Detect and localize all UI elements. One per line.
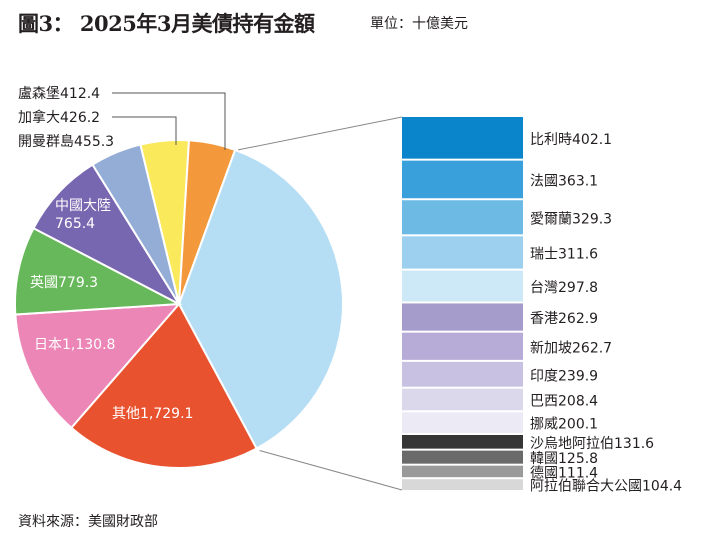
pie-slice-1: [14, 302, 182, 430]
breakdown-bar-8: [402, 388, 523, 411]
breakdown-label-6: 新加坡262.7: [530, 340, 612, 356]
breakdown-label-13: 阿拉伯聯合大公國104.4: [530, 479, 682, 495]
breakdown-label-11: 韓國125.8: [530, 451, 598, 467]
leader-line-canada: [112, 116, 177, 145]
pie-label-3: 中國大陸: [55, 198, 111, 214]
pie-slice-3: [32, 163, 182, 307]
breakdown-bar-7: [402, 361, 523, 387]
breakdown-label-4: 台灣297.8: [530, 280, 598, 296]
breakdown-bar-11: [402, 450, 523, 464]
breakdown-bar-9: [402, 412, 523, 433]
page-title: 圖3： 2025年3月美債持有金額: [18, 11, 315, 36]
breakdown-label-5: 香港262.9: [530, 311, 598, 327]
unit-label: 單位：十億美元: [370, 16, 468, 32]
breakdown-bar-3: [402, 236, 523, 269]
pie-slice-6: [178, 139, 237, 305]
breakdown-bar-10: [402, 435, 523, 449]
pie-label-0: 其他1,729.1: [112, 406, 193, 422]
pie-label-2: 英國779.3: [30, 274, 98, 291]
pie-slice-0: [69, 302, 258, 469]
breakdown-bar-13: [402, 479, 523, 490]
breakdown-label-7: 印度239.9: [530, 368, 598, 384]
breakdown-label-3: 瑞士311.6: [530, 246, 598, 262]
pie-slice-2: [14, 226, 183, 316]
breakdown-bar-4: [402, 270, 523, 302]
breakdown-label-10: 沙烏地阿拉伯131.6: [530, 435, 654, 452]
breakdown-label-0: 比利時402.1: [530, 132, 612, 148]
breakdown-bar-12: [402, 465, 523, 478]
source-note: 資料來源：美國財政部: [18, 514, 158, 530]
pie-label-3-value: 765.4: [55, 216, 95, 232]
breakdown-label-12: 德國111.4: [530, 465, 598, 481]
breakdown-label-2: 愛爾蘭329.3: [530, 211, 612, 227]
breakdown-label-8: 巴西208.4: [530, 393, 598, 409]
breakdown-bar-5: [402, 303, 523, 331]
breakdown-bar-2: [402, 200, 523, 235]
breakdown-label-9: 挪威200.1: [530, 417, 598, 433]
breakdown-bar-1: [402, 160, 523, 199]
pie-label-6: 盧森堡412.4: [18, 86, 100, 102]
pie-label-5: 加拿大426.2: [18, 109, 100, 126]
connector-line-bottom: [259, 450, 403, 491]
pie-label-1: 日本1,130.8: [34, 337, 115, 353]
leader-line-luxembourg: [112, 92, 226, 150]
breakdown-label-1: 法國363.1: [530, 173, 598, 189]
connector-line-top: [237, 116, 403, 151]
pie-label-4: 開曼群島455.3: [18, 134, 114, 150]
breakdown-bar-6: [402, 332, 523, 360]
breakdown-bar-0: [402, 117, 523, 159]
pie-slice-others-aggregate: [177, 148, 344, 450]
